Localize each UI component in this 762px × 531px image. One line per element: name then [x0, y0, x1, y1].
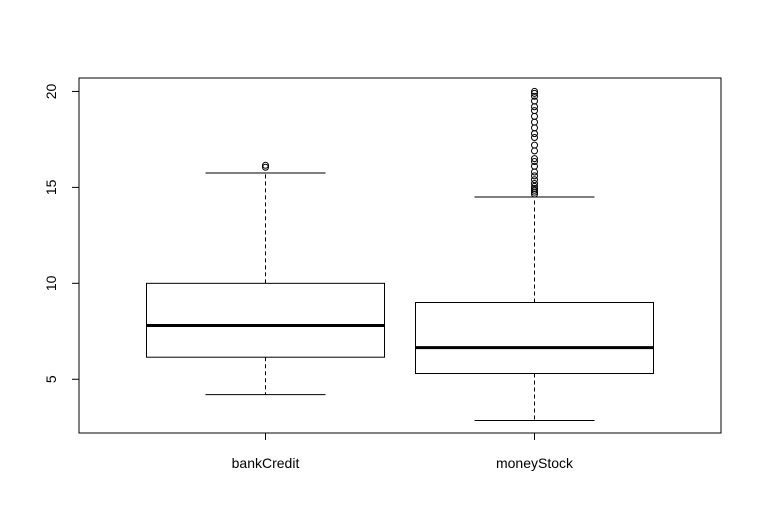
- outlier-moneyStock-10: [531, 157, 538, 165]
- box-moneyStock: [415, 87, 654, 422]
- outlier-moneyStock-24: [531, 87, 538, 95]
- outlier-moneyStock-6: [531, 176, 538, 184]
- outlier-moneyStock-19: [531, 107, 538, 115]
- outlier-moneyStock-23: [531, 89, 538, 97]
- y-tick-label-5: 5: [43, 375, 59, 383]
- y-tick-label-10: 10: [43, 275, 59, 291]
- outlier-bankCredit-0: [262, 163, 269, 171]
- outlier-moneyStock-2: [531, 186, 538, 194]
- x-axis: bankCredit moneyStock: [232, 432, 574, 471]
- outlier-moneyStock-18: [531, 112, 538, 120]
- outlier-moneyStock-7: [531, 172, 538, 180]
- y-tick-label-20: 20: [43, 83, 59, 99]
- x-tick-label-moneyStock: moneyStock: [496, 455, 574, 471]
- box-bankCredit: [146, 161, 385, 396]
- outlier-moneyStock-4: [531, 182, 538, 190]
- outlier-moneyStock-8: [531, 168, 538, 176]
- outlier-moneyStock-17: [531, 118, 538, 126]
- outlier-moneyStock-9: [531, 162, 538, 170]
- outlier-moneyStock-22: [531, 92, 538, 100]
- boxes-group: [146, 87, 654, 422]
- y-axis: 5 10 15 20: [43, 83, 80, 383]
- outlier-moneyStock-13: [531, 141, 538, 149]
- outlier-moneyStock-12: [531, 147, 538, 155]
- iqr-box-bankCredit: [146, 282, 385, 358]
- outlier-moneyStock-16: [531, 124, 538, 132]
- outlier-moneyStock-3: [531, 184, 538, 192]
- outlier-moneyStock-5: [531, 180, 538, 188]
- outlier-moneyStock-15: [531, 130, 538, 138]
- outlier-bankCredit-1: [262, 161, 269, 169]
- y-tick-label-15: 15: [43, 179, 59, 195]
- plot-frame: [78, 77, 722, 434]
- outlier-moneyStock-14: [531, 133, 538, 141]
- outlier-moneyStock-20: [531, 103, 538, 111]
- x-tick-label-bankCredit: bankCredit: [232, 455, 300, 471]
- iqr-box-moneyStock: [415, 302, 654, 375]
- outlier-moneyStock-11: [531, 155, 538, 163]
- outlier-moneyStock-21: [531, 97, 538, 105]
